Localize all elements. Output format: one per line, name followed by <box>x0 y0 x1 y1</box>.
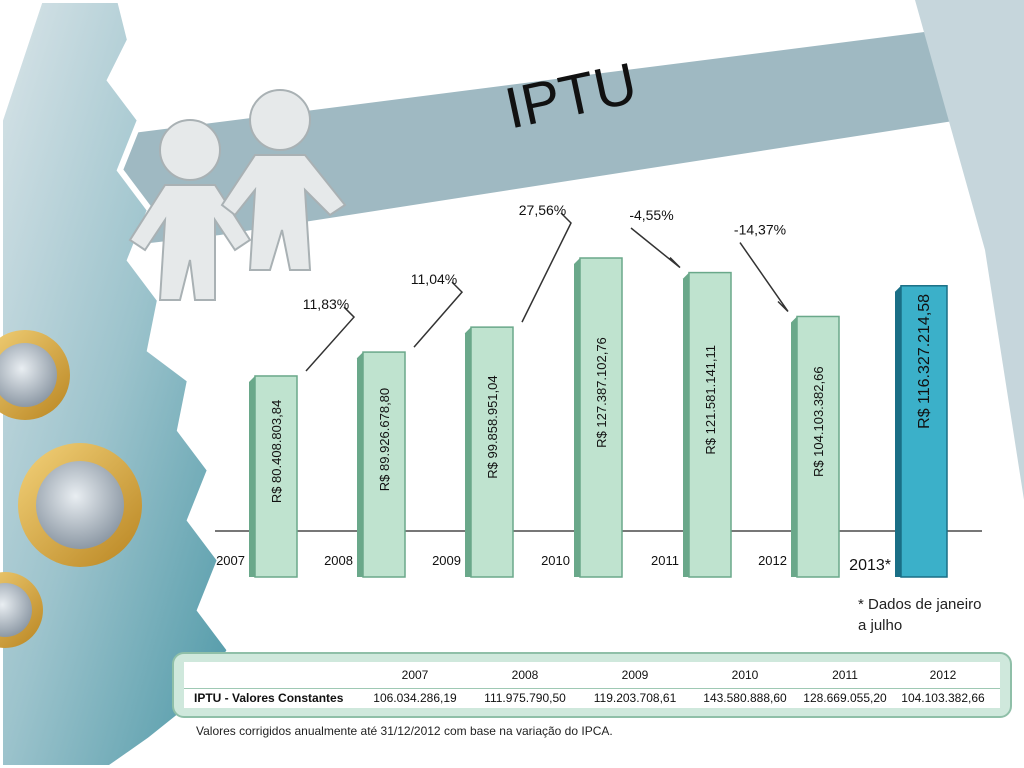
table-year: 2008 <box>511 668 539 682</box>
table-cell: 111.975.790,50 <box>484 691 566 705</box>
bar <box>362 351 406 578</box>
table-cell: 119.203.708,61 <box>593 691 677 705</box>
category-label: 2009 <box>432 553 461 568</box>
category-label: 2012 <box>758 553 787 568</box>
bar-value-label: R$ 116.327.214,58 <box>916 294 933 429</box>
bar-value-label: R$ 121.581.141,11 <box>703 345 718 455</box>
bar-value-label: R$ 80.408.803,84 <box>269 400 284 503</box>
table-row: IPTU - Valores Constantes 106.034.286,19… <box>184 688 1000 711</box>
table-cell: 106.034.286,19 <box>373 691 457 705</box>
values-table-inner: 2007 2008 2009 2010 2011 2012 IPTU - Val… <box>184 662 1000 708</box>
change-label: 11,83% <box>303 296 349 312</box>
table-year: 2010 <box>731 668 759 682</box>
bar <box>900 285 948 578</box>
island-map-shape <box>0 0 234 768</box>
table-header-row: 2007 2008 2009 2010 2011 2012 <box>184 668 1000 688</box>
bar <box>579 257 623 578</box>
table-year: 2009 <box>621 668 649 682</box>
table-row-label: IPTU - Valores Constantes <box>194 691 344 705</box>
bar <box>688 271 732 578</box>
bar <box>470 326 514 578</box>
table-cell: 128.669.055,20 <box>803 691 887 705</box>
bar <box>254 375 298 578</box>
bar-side <box>791 316 797 577</box>
category-label: 2007 <box>216 553 245 568</box>
change-arrow <box>630 227 681 269</box>
bar-value-label: R$ 104.103.382,66 <box>811 366 826 477</box>
bar-side <box>574 258 580 577</box>
paper-people-illustration <box>128 89 347 301</box>
change-label: -4,55% <box>629 207 673 223</box>
category-label: 2008 <box>324 553 353 568</box>
table-cell: 143.580.888,60 <box>703 691 787 705</box>
change-label: 27,56% <box>519 202 566 218</box>
bar-side <box>249 375 255 577</box>
values-table: 2007 2008 2009 2010 2011 2012 IPTU - Val… <box>172 652 1012 718</box>
bar-side <box>895 285 901 577</box>
change-arrow <box>739 242 789 313</box>
bar-side <box>357 352 363 577</box>
change-label: -14,37% <box>734 222 786 238</box>
change-arrow <box>521 212 572 323</box>
coin-stack-illustration <box>0 330 142 648</box>
category-label: 2013* <box>849 557 891 574</box>
bar-value-label: R$ 99.858.951,04 <box>485 375 500 478</box>
bar-chart: R$ 80.408.803,84 2007 R$ 89.926.678,80 2008… <box>216 202 948 578</box>
chart-note-line-2: a julho <box>858 617 902 634</box>
bar-value-label: R$ 89.926.678,80 <box>377 388 392 491</box>
table-cell: 104.103.382,66 <box>901 691 985 705</box>
bar-side <box>683 272 689 577</box>
chart-note-line-1: * Dados de janeiro <box>858 596 981 613</box>
change-label: 11,04% <box>411 271 457 287</box>
change-arrow <box>305 306 356 372</box>
category-label: 2011 <box>651 553 679 568</box>
table-year: 2012 <box>929 668 957 682</box>
category-label: 2010 <box>541 553 570 568</box>
footnote: Valores corrigidos anualmente até 31/12/… <box>196 724 613 738</box>
table-year: 2007 <box>401 668 429 682</box>
bar-value-label: R$ 127.387.102,76 <box>594 337 609 448</box>
table-year: 2011 <box>832 668 858 682</box>
bar-side <box>465 327 471 577</box>
change-arrow <box>413 281 464 348</box>
bar <box>796 315 840 578</box>
background-band-right <box>915 0 1024 500</box>
